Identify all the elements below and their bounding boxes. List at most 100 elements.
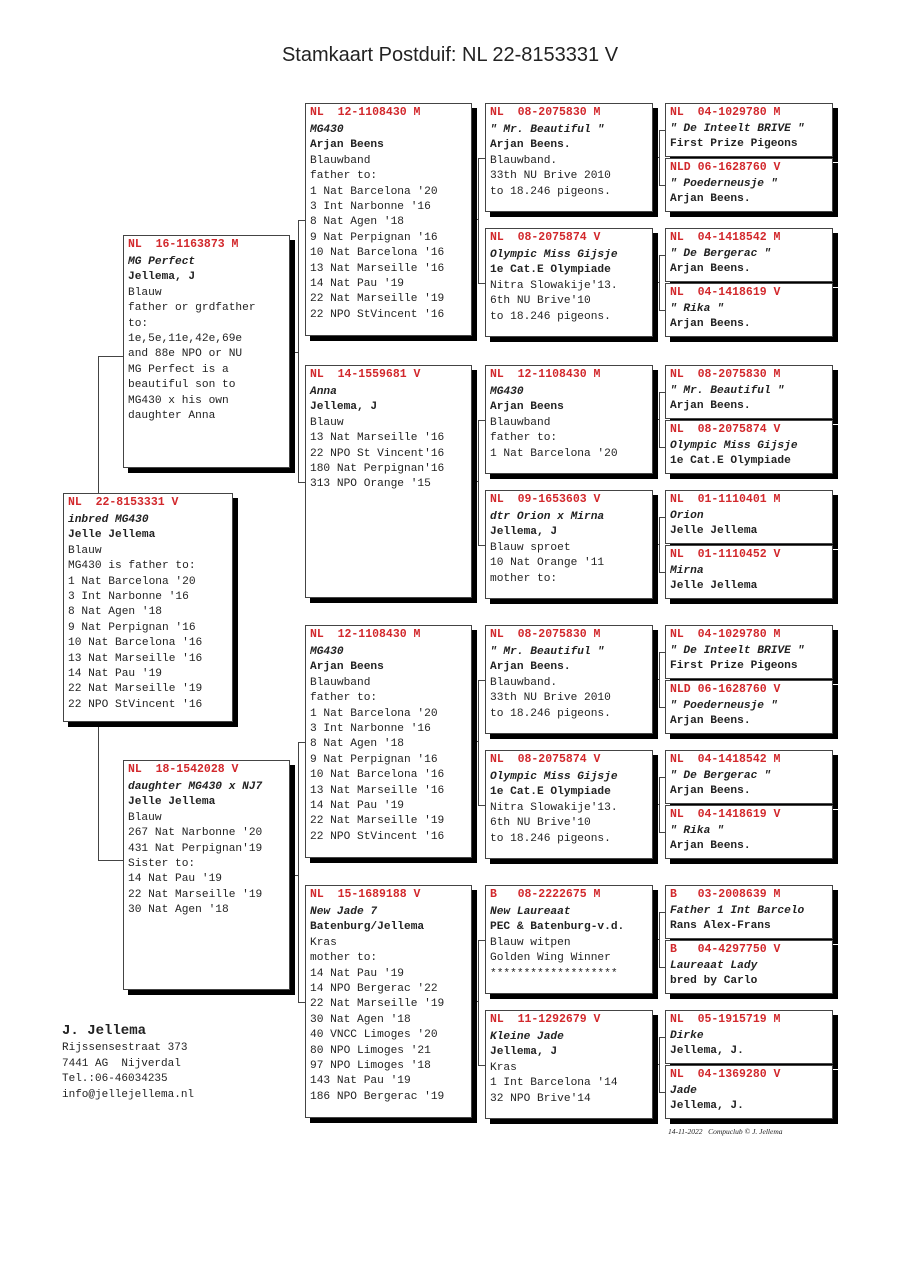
connector-line bbox=[653, 679, 659, 680]
connector-line bbox=[659, 185, 665, 186]
pigeon-info-line: 6th NU Brive'10 bbox=[490, 817, 591, 830]
pigeon-info-line: to: bbox=[128, 317, 149, 330]
ring-number: NL 01-1110401 M bbox=[670, 493, 781, 506]
pigeon-info-line: 1 Nat Barcelona '20 bbox=[490, 447, 618, 460]
pigeon-info-line: 10 Nat Barcelona '16 bbox=[310, 769, 445, 782]
ring-number: NL 16-1163873 M bbox=[128, 238, 239, 251]
great-great-grandparent-card: NL 04-1418542 M " De Bergerac " Arjan Been… bbox=[665, 228, 833, 282]
great-great-grandparent-card: NL 05-1915719 M Dirke Jellema, J. bbox=[665, 1010, 833, 1064]
ring-number: NL 18-1542028 V bbox=[128, 763, 239, 776]
pigeon-info-line: 32 NPO Brive'14 bbox=[490, 1092, 591, 1105]
ring-number: NL 12-1108430 M bbox=[310, 628, 421, 641]
pigeon-info-line: Blauw bbox=[128, 811, 162, 824]
connector-line bbox=[478, 940, 485, 941]
connector-line bbox=[478, 420, 479, 545]
pigeon-info-line: 1 Nat Barcelona '20 bbox=[310, 185, 438, 198]
pigeon-info-line: 143 Nat Pau '19 bbox=[310, 1075, 411, 1088]
pigeon-info-line: 30 Nat Agen '18 bbox=[128, 904, 229, 917]
pigeon-info-line: Blauwband bbox=[310, 676, 371, 689]
connector-line bbox=[659, 130, 660, 185]
pigeon-info-line: 40 VNCC Limoges '20 bbox=[310, 1029, 438, 1042]
great-great-grandparent-card: NL 04-1418619 V " Rika " Arjan Beens. bbox=[665, 283, 833, 337]
pigeon-info-line: Nitra Slowakije'13. bbox=[490, 279, 618, 292]
connector-line bbox=[659, 1037, 660, 1092]
pigeon-info-line: father to: bbox=[310, 692, 378, 705]
pigeon-info-line: 14 Nat Pau '19 bbox=[310, 278, 404, 291]
pigeon-info-line: 10 Nat Orange '11 bbox=[490, 557, 605, 570]
pigeon-info-line: Olympic Miss Gijsje bbox=[670, 440, 798, 452]
great-great-grandparent-card: B 04-4297750 V Laureaat Lady bred by Carlo bbox=[665, 940, 833, 994]
pigeon-info-line: " Poederneusje " bbox=[670, 700, 778, 712]
connector-line bbox=[659, 652, 660, 707]
ring-number: NL 12-1108430 M bbox=[490, 368, 601, 381]
ring-number: NLD 06-1628760 V bbox=[670, 161, 781, 174]
pigeon-info-line: " Mr. Beautiful " bbox=[490, 646, 605, 658]
great-great-grandparent-card: NL 01-1110452 V Mirna Jelle Jellema bbox=[665, 545, 833, 599]
ring-number: NL 04-1369280 V bbox=[670, 1068, 781, 1081]
great-great-grandparent-card: NL 04-1029780 M " De Inteelt BRIVE " First… bbox=[665, 103, 833, 157]
pigeon-info-line: Jellema, J bbox=[490, 1046, 558, 1059]
pigeon-info-line: father to: bbox=[310, 170, 378, 183]
pigeon-info-line: 186 NPO Bergerac '19 bbox=[310, 1090, 445, 1103]
connector-line bbox=[659, 392, 660, 447]
connector-line bbox=[659, 447, 665, 448]
pigeon-info-line: 14 Nat Pau '19 bbox=[68, 668, 162, 681]
pigeon-info-line: Kras bbox=[490, 1061, 517, 1074]
connector-line bbox=[659, 912, 660, 967]
pigeon-info-line: 8 Nat Agen '18 bbox=[310, 738, 404, 751]
pigeon-info-line: 8 Nat Agen '18 bbox=[68, 606, 162, 619]
great-great-grandparent-card: NLD 06-1628760 V " Poederneusje " Arjan Be… bbox=[665, 158, 833, 212]
pigeon-info-line: 267 Nat Narbonne '20 bbox=[128, 827, 263, 840]
connector-line bbox=[659, 517, 665, 518]
pigeon-info-line: 1 Nat Barcelona '20 bbox=[68, 575, 196, 588]
pigeon-info-line: Arjan Beens bbox=[490, 401, 564, 414]
pigeon-info-line: 22 Nat Marseille '19 bbox=[310, 293, 445, 306]
pigeon-info-line: dtr Orion x Mirna bbox=[490, 511, 605, 523]
pigeon-info-line: Jelle Jellema bbox=[670, 579, 758, 592]
pigeon-info-line: Jelle Jellema bbox=[670, 524, 758, 537]
owner-address: Rijssensestraat 373 bbox=[62, 1042, 188, 1054]
ring-number: NL 08-2075830 M bbox=[670, 368, 781, 381]
pigeon-info-line: 13 Nat Marseille '16 bbox=[310, 262, 445, 275]
pigeon-info-line: Nitra Slowakije'13. bbox=[490, 801, 618, 814]
pigeon-info-line: Mirna bbox=[670, 565, 704, 577]
great-great-grandparent-card: NL 04-1029780 M " De Inteelt BRIVE " First… bbox=[665, 625, 833, 679]
connector-line bbox=[659, 777, 665, 778]
pigeon-info-line: Dirke bbox=[670, 1030, 704, 1042]
connector-line bbox=[472, 219, 478, 220]
connector-line bbox=[298, 742, 299, 1002]
footer-credit: 14-11-2022 Compuclub © J. Jellema bbox=[668, 1127, 783, 1136]
great-grandparent-card: NL 12-1108430 M MG430 Arjan Beens Blauwband… bbox=[485, 365, 653, 474]
connector-line bbox=[478, 420, 485, 421]
connector-line bbox=[298, 482, 305, 483]
connector-line bbox=[659, 912, 665, 913]
pigeon-info-line: 22 NPO St Vincent'16 bbox=[310, 447, 445, 460]
connector-line bbox=[659, 517, 660, 572]
connector-line bbox=[298, 220, 305, 221]
connector-line bbox=[659, 707, 665, 708]
pigeon-info-line: MG430 bbox=[490, 386, 524, 398]
pigeon-info-line: Arjan Beens. bbox=[670, 784, 751, 797]
ring-number: NL 04-1418619 V bbox=[670, 808, 781, 821]
connector-line bbox=[659, 310, 665, 311]
pigeon-info-line: " De Bergerac " bbox=[670, 770, 771, 782]
pigeon-info-line: and 88e NPO or NU bbox=[128, 348, 243, 361]
pigeon-info-line: 1e Cat.E Olympiade bbox=[490, 786, 611, 799]
ring-number: NL 08-2075874 V bbox=[490, 231, 601, 244]
pigeon-info-line: Kleine Jade bbox=[490, 1031, 564, 1043]
owner-city: 7441 AG Nijverdal bbox=[62, 1057, 181, 1070]
pigeon-info-line: Kras bbox=[310, 936, 337, 949]
pigeon-info-line: Jellema, J bbox=[310, 401, 378, 414]
pigeon-info-line: to 18.246 pigeons. bbox=[490, 832, 611, 845]
connector-line bbox=[98, 356, 123, 357]
pigeon-info-line: Arjan Beens bbox=[310, 139, 384, 152]
connector-line bbox=[478, 805, 485, 806]
pigeon-info-line: " De Inteelt BRIVE " bbox=[670, 123, 805, 135]
grandparent-card: NL 14-1559681 V Anna Jellema, J Blauw 13 Nat… bbox=[305, 365, 472, 598]
pigeon-info-line: MG430 bbox=[310, 646, 344, 658]
great-great-grandparent-card: NLD 06-1628760 V " Poederneusje " Arjan Be… bbox=[665, 680, 833, 734]
pigeon-info-line: father or grdfather bbox=[128, 302, 256, 315]
pigeon-info-line: 22 Nat Marseille '19 bbox=[310, 998, 445, 1011]
ring-number: B 08-2222675 M bbox=[490, 888, 601, 901]
